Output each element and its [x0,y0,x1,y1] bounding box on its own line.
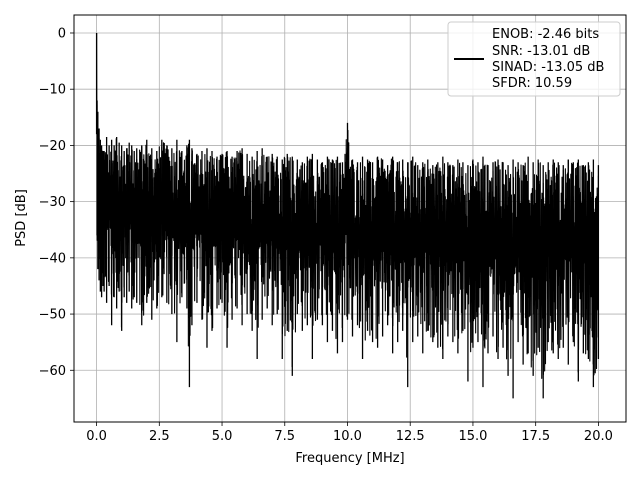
x-axis-label: Frequency [MHz] [295,451,404,466]
y-axis-ticks: 0 −10 −20 −30 −40 −50 −60 [39,26,74,379]
y-tick-label: −20 [39,139,66,154]
x-tick-label: 15.0 [458,429,487,444]
legend-box [447,21,621,97]
y-axis-label: PSD [dB] [14,189,29,247]
legend-enob: ENOB: -2.46 bits [492,27,599,42]
y-tick-label: −50 [39,308,66,323]
legend-sinad: SINAD: -13.05 dB [492,60,604,75]
y-tick-label: −30 [39,195,66,210]
x-tick-label: 10.0 [333,429,362,444]
x-tick-label: 0.0 [86,429,107,444]
legend-sfdr: SFDR: 10.59 [492,76,572,91]
y-tick-label: −40 [39,251,66,266]
x-tick-label: 12.5 [396,429,425,444]
x-tick-label: 17.5 [521,429,550,444]
plot-frame [73,14,627,423]
x-tick-label: 20.0 [584,429,613,444]
y-tick-label: 0 [58,26,66,41]
x-tick-label: 2.5 [149,429,170,444]
y-tick-label: −60 [39,364,66,379]
legend: ENOB: -2.46 bits SNR: -13.01 dB SINAD: -… [447,21,621,97]
y-tick-label: −10 [39,83,66,98]
x-tick-label: 7.5 [274,429,295,444]
x-axis-ticks: 0.0 2.5 5.0 7.5 10.0 12.5 15.0 17.5 20.0 [86,422,613,444]
psd-series [95,32,600,399]
x-tick-label: 5.0 [212,429,233,444]
legend-snr: SNR: -13.01 dB [492,44,590,59]
